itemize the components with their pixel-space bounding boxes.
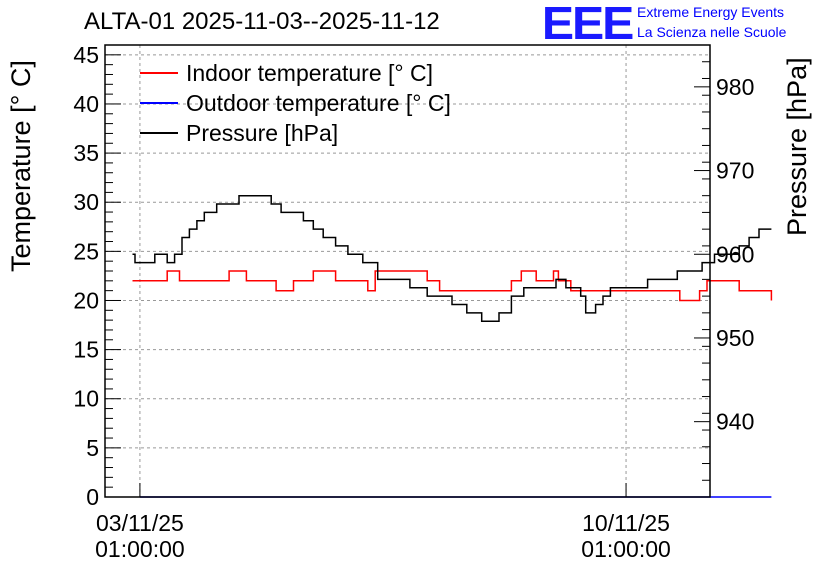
y-tick-label: 0 bbox=[86, 484, 99, 510]
legend-entry-label: Indoor temperature [° C] bbox=[186, 60, 433, 86]
y2-tick-label: 950 bbox=[716, 325, 754, 351]
x-tick-label-time: 01:00:00 bbox=[95, 536, 185, 562]
y-tick-label: 35 bbox=[73, 140, 99, 166]
y2-tick-label: 980 bbox=[716, 74, 754, 100]
grid-layer bbox=[105, 45, 710, 497]
y2-tick-label: 970 bbox=[716, 158, 754, 184]
legend-entry-label: Outdoor temperature [° C] bbox=[186, 90, 451, 116]
y-tick-label: 15 bbox=[73, 337, 99, 363]
y2-tick-label: 940 bbox=[716, 409, 754, 435]
x-tick-label-date: 10/11/25 bbox=[582, 510, 670, 536]
series-layer bbox=[132, 194, 773, 498]
y-tick-label: 25 bbox=[73, 238, 99, 264]
logo-subtitle-line1: Extreme Energy Events bbox=[637, 4, 785, 20]
eee-logo: EEE bbox=[541, 0, 634, 49]
y-tick-label: 40 bbox=[73, 91, 99, 117]
series-line-3 bbox=[132, 194, 772, 322]
y-tick-label: 45 bbox=[73, 42, 99, 68]
series-line-1 bbox=[132, 270, 773, 302]
tick-layer: 0 5 10 15 20 25 30 35 40 45 940 950 960 970 980 03/11/2… bbox=[73, 42, 754, 562]
x-tick-label-time: 01:00:00 bbox=[581, 536, 671, 562]
y-tick-label: 20 bbox=[73, 287, 99, 313]
y-tick-label: 5 bbox=[86, 435, 99, 461]
legend: Indoor temperature [° C] Outdoor temperat… bbox=[140, 60, 451, 146]
y-tick-label: 10 bbox=[73, 386, 99, 412]
chart-title: ALTA-01 2025-11-03--2025-11-12 bbox=[84, 8, 440, 35]
x-tick-label-date: 03/11/25 bbox=[96, 510, 184, 536]
logo-subtitle-line2: La Scienza nelle Scuole bbox=[637, 24, 787, 40]
y-tick-label: 30 bbox=[73, 189, 99, 215]
legend-entry-label: Pressure [hPa] bbox=[186, 120, 338, 146]
y2-tick-label: 960 bbox=[716, 241, 754, 267]
